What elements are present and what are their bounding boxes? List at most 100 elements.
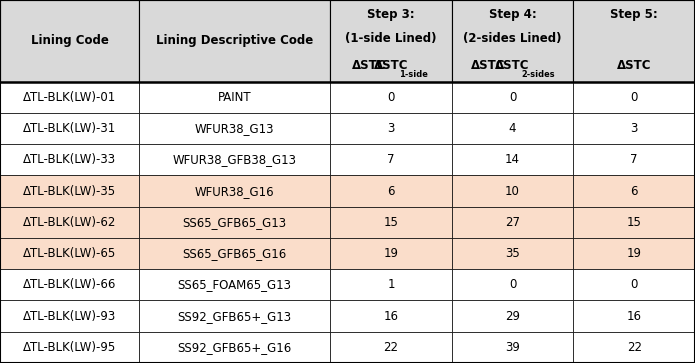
Text: 27: 27 [505, 216, 520, 229]
Text: ΔSTC: ΔSTC [471, 59, 505, 72]
Text: 2-sides: 2-sides [521, 70, 555, 79]
Bar [139, 269, 330, 301]
Bar [0, 238, 139, 269]
Bar [573, 0, 695, 82]
Bar [139, 175, 330, 207]
Bar [330, 0, 452, 82]
Bar [330, 269, 452, 301]
Text: SS92_GFB65+_G13: SS92_GFB65+_G13 [177, 310, 292, 323]
Text: 19: 19 [384, 247, 398, 260]
Bar [452, 144, 573, 175]
Text: SS65_GFB65_G16: SS65_GFB65_G16 [183, 247, 287, 260]
Text: 1-side: 1-side [400, 70, 428, 79]
Bar [452, 301, 573, 332]
Text: ΔSTC: ΔSTC [496, 59, 530, 72]
Text: Lining Descriptive Code: Lining Descriptive Code [156, 34, 313, 47]
Bar [452, 238, 573, 269]
Text: 0: 0 [387, 91, 395, 104]
Text: ΔTL-BLK(LW)-01: ΔTL-BLK(LW)-01 [23, 91, 116, 104]
Bar [139, 238, 330, 269]
Bar [330, 113, 452, 144]
Bar [0, 269, 139, 301]
Text: Step 4:: Step 4: [489, 8, 537, 21]
Bar [573, 82, 695, 113]
Text: 6: 6 [387, 184, 395, 197]
Bar [573, 332, 695, 363]
Bar [573, 113, 695, 144]
Text: SS65_GFB65_G13: SS65_GFB65_G13 [183, 216, 286, 229]
Text: 29: 29 [505, 310, 520, 323]
Text: SS65_FOAM65_G13: SS65_FOAM65_G13 [177, 278, 292, 291]
Text: PAINT: PAINT [218, 91, 252, 104]
Text: 15: 15 [384, 216, 398, 229]
Text: ΔSTC: ΔSTC [374, 59, 408, 72]
Text: 16: 16 [384, 310, 398, 323]
Text: ΔTL-BLK(LW)-65: ΔTL-BLK(LW)-65 [23, 247, 116, 260]
Text: WFUR38_G16: WFUR38_G16 [195, 184, 275, 197]
Text: ΔTL-BLK(LW)-95: ΔTL-BLK(LW)-95 [23, 341, 116, 354]
Text: 39: 39 [505, 341, 520, 354]
Text: 7: 7 [387, 153, 395, 166]
Bar [0, 113, 139, 144]
Text: Lining Code: Lining Code [31, 34, 108, 47]
Text: ΔTL-BLK(LW)-31: ΔTL-BLK(LW)-31 [23, 122, 116, 135]
Text: 19: 19 [627, 247, 641, 260]
Text: WFUR38_GFB38_G13: WFUR38_GFB38_G13 [172, 153, 297, 166]
Bar [330, 82, 452, 113]
Bar [139, 301, 330, 332]
Bar [452, 269, 573, 301]
Bar [452, 82, 573, 113]
Text: ΔTL-BLK(LW)-62: ΔTL-BLK(LW)-62 [23, 216, 116, 229]
Text: ΔTL-BLK(LW)-66: ΔTL-BLK(LW)-66 [23, 278, 116, 291]
Text: 7: 7 [630, 153, 638, 166]
Text: 4: 4 [509, 122, 516, 135]
Text: 0: 0 [509, 91, 516, 104]
Text: WFUR38_G13: WFUR38_G13 [195, 122, 275, 135]
Text: 16: 16 [627, 310, 641, 323]
Bar [573, 175, 695, 207]
Bar [139, 207, 330, 238]
Text: (2-sides Lined): (2-sides Lined) [464, 32, 562, 45]
Text: 14: 14 [505, 153, 520, 166]
Text: ΔSTC: ΔSTC [617, 59, 651, 72]
Text: Step 5:: Step 5: [610, 8, 658, 21]
Bar [0, 332, 139, 363]
Bar [573, 269, 695, 301]
Text: 10: 10 [505, 184, 520, 197]
Bar [330, 301, 452, 332]
Bar [573, 144, 695, 175]
Text: ΔTL-BLK(LW)-33: ΔTL-BLK(LW)-33 [23, 153, 116, 166]
Text: ΔSTC: ΔSTC [352, 59, 387, 72]
Bar [452, 175, 573, 207]
Text: (1-side Lined): (1-side Lined) [345, 32, 436, 45]
Bar [0, 82, 139, 113]
Bar [573, 238, 695, 269]
Bar [452, 207, 573, 238]
Text: 3: 3 [387, 122, 395, 135]
Bar [330, 238, 452, 269]
Text: SS92_GFB65+_G16: SS92_GFB65+_G16 [177, 341, 292, 354]
Bar [330, 144, 452, 175]
Bar [0, 207, 139, 238]
Text: 0: 0 [630, 91, 638, 104]
Text: 6: 6 [630, 184, 638, 197]
Bar [330, 332, 452, 363]
Text: 35: 35 [505, 247, 520, 260]
Bar [0, 0, 139, 82]
Bar [139, 0, 330, 82]
Bar [139, 113, 330, 144]
Text: 0: 0 [630, 278, 638, 291]
Bar [0, 144, 139, 175]
Text: ΔTL-BLK(LW)-93: ΔTL-BLK(LW)-93 [23, 310, 116, 323]
Text: 3: 3 [630, 122, 638, 135]
Bar [452, 0, 573, 82]
Bar [452, 113, 573, 144]
Bar [330, 207, 452, 238]
Text: 15: 15 [627, 216, 641, 229]
Text: 22: 22 [384, 341, 398, 354]
Text: 22: 22 [627, 341, 641, 354]
Bar [0, 175, 139, 207]
Bar [0, 301, 139, 332]
Bar [139, 82, 330, 113]
Bar [452, 332, 573, 363]
